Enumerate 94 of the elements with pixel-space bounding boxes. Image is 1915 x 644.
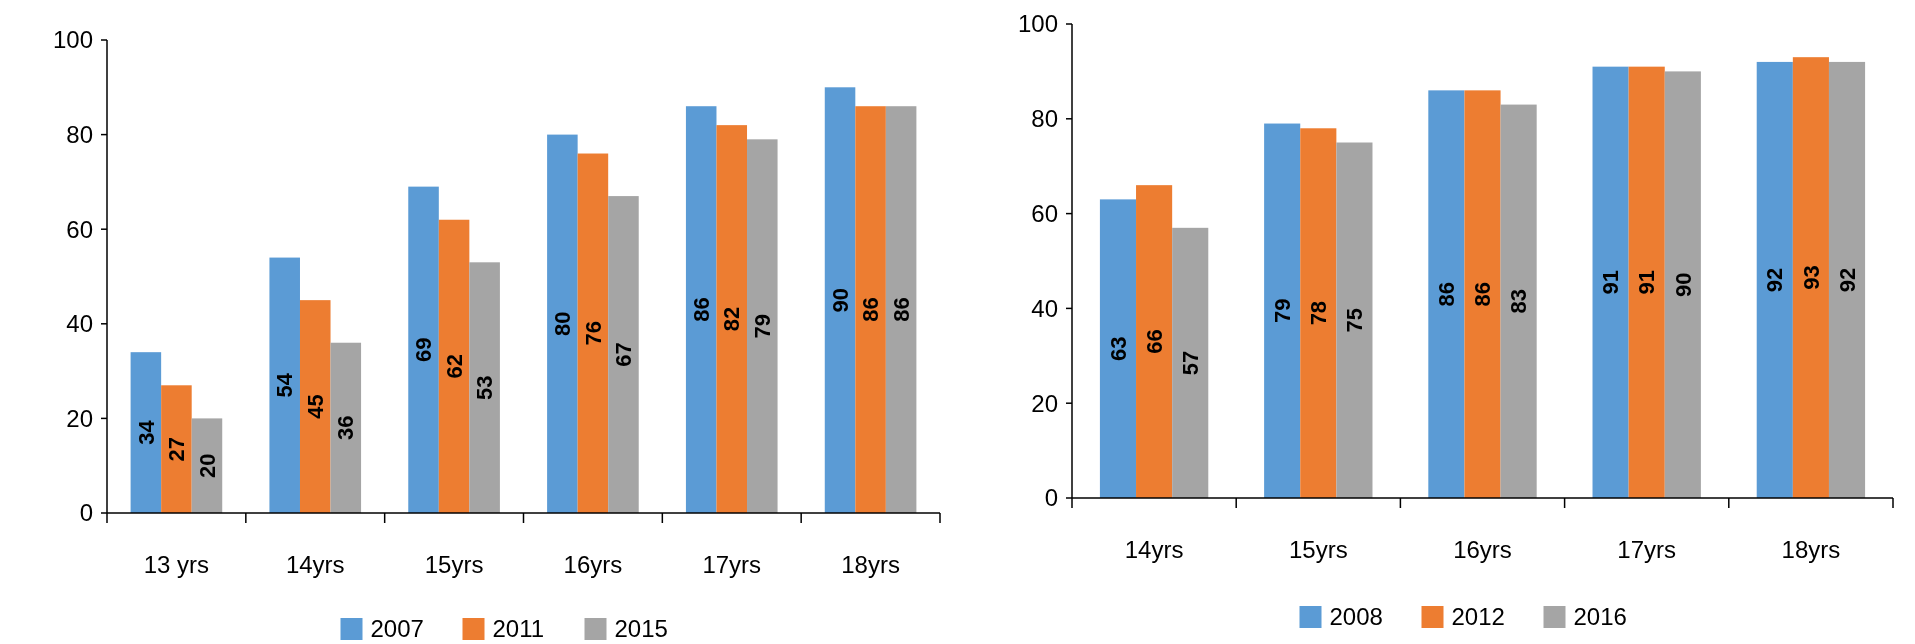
- data-label: 53: [472, 375, 498, 400]
- bar: [1628, 66, 1665, 498]
- data-label: 83: [1506, 289, 1532, 314]
- legend-label: 2007: [370, 615, 424, 643]
- y-tick-label: 100: [52, 26, 93, 54]
- bar: [1336, 142, 1373, 498]
- data-label: 79: [1269, 298, 1295, 324]
- y-tick-label: 20: [66, 404, 93, 432]
- y-tick-label: 0: [1044, 484, 1058, 512]
- bar: [469, 262, 500, 513]
- data-label: 80: [550, 311, 576, 337]
- bar: [1428, 90, 1465, 498]
- y-tick-label: 80: [1031, 105, 1058, 133]
- legend-label: 2011: [492, 615, 545, 643]
- x-tick-label: 13 yrs: [143, 551, 210, 579]
- bar: [438, 219, 470, 513]
- data-label: 67: [611, 342, 637, 367]
- bar: [824, 87, 856, 513]
- data-label: 63: [1105, 336, 1131, 361]
- x-tick-label: 16yrs: [563, 551, 623, 579]
- bar: [1592, 66, 1629, 498]
- data-label: 91: [1634, 270, 1660, 295]
- bar: [1099, 199, 1137, 498]
- data-label: 93: [1798, 265, 1824, 290]
- bar: [1792, 57, 1829, 498]
- data-label: 57: [1177, 350, 1203, 376]
- data-label: 92: [1762, 267, 1788, 293]
- y-tick-label: 60: [66, 215, 93, 243]
- bar: [747, 139, 778, 513]
- data-label: 79: [749, 313, 775, 339]
- x-tick-label: 14yrs: [285, 551, 345, 579]
- bar: [855, 106, 886, 513]
- legend-label: 2008: [1329, 603, 1383, 631]
- data-label: 76: [580, 321, 606, 346]
- y-tick-label: 20: [1031, 389, 1058, 417]
- data-label: 69: [411, 337, 437, 363]
- bar: [1172, 227, 1209, 498]
- data-label: 27: [164, 436, 190, 462]
- legend-label: 2015: [614, 615, 668, 643]
- bar: [1828, 61, 1866, 498]
- y-tick-label: 0: [79, 499, 93, 527]
- data-label: 75: [1342, 308, 1368, 333]
- bar: [685, 106, 717, 513]
- data-label: 34: [133, 419, 159, 445]
- bar: [161, 385, 192, 513]
- y-tick-label: 80: [66, 121, 93, 148]
- data-label: 86: [888, 297, 914, 322]
- data-label: 82: [719, 306, 745, 332]
- x-tick-label: 18yrs: [1781, 536, 1841, 564]
- bar: [299, 300, 331, 513]
- bar: [1464, 90, 1501, 498]
- bar: [269, 257, 300, 513]
- bar: [1300, 128, 1337, 498]
- data-label: 90: [827, 287, 853, 313]
- y-tick-label: 40: [66, 310, 93, 338]
- data-label: 66: [1141, 329, 1167, 354]
- x-tick-label: 16yrs: [1453, 536, 1512, 564]
- bar: [1756, 61, 1793, 498]
- bar: [608, 196, 639, 513]
- data-label: 86: [858, 297, 884, 322]
- data-label: 36: [333, 415, 359, 441]
- data-label: 54: [272, 372, 298, 398]
- bar: [408, 186, 439, 513]
- bar: [547, 134, 578, 513]
- data-label: 20: [194, 453, 220, 478]
- legend-label: 2016: [1573, 603, 1627, 631]
- bar: [1264, 123, 1301, 498]
- data-label: 92: [1834, 267, 1860, 293]
- bar: [716, 125, 748, 513]
- y-tick-label: 60: [1031, 200, 1058, 227]
- bar: [885, 106, 917, 513]
- bar: [577, 153, 609, 513]
- data-label: 62: [441, 354, 467, 379]
- bar: [1136, 185, 1173, 498]
- x-tick-label: 14yrs: [1124, 536, 1184, 564]
- legend-label: 2012: [1451, 603, 1505, 631]
- x-tick-label: 18yrs: [841, 551, 900, 579]
- x-tick-label: 17yrs: [1617, 536, 1677, 564]
- x-tick-label: 17yrs: [702, 551, 762, 579]
- data-label: 86: [1470, 281, 1496, 307]
- bar: [130, 352, 162, 513]
- data-label: 86: [1434, 281, 1460, 307]
- data-label: 90: [1670, 272, 1696, 297]
- bar: [1664, 71, 1701, 498]
- data-label: 45: [302, 394, 328, 419]
- data-label: 78: [1306, 300, 1331, 326]
- bar: [330, 342, 362, 513]
- y-tick-label: 40: [1031, 294, 1058, 322]
- data-label: 91: [1598, 270, 1624, 295]
- data-label: 86: [688, 297, 714, 322]
- x-tick-label: 15yrs: [1288, 536, 1348, 564]
- bar: [1500, 104, 1537, 498]
- x-tick-label: 15yrs: [424, 551, 484, 579]
- y-tick-label: 100: [1017, 10, 1058, 38]
